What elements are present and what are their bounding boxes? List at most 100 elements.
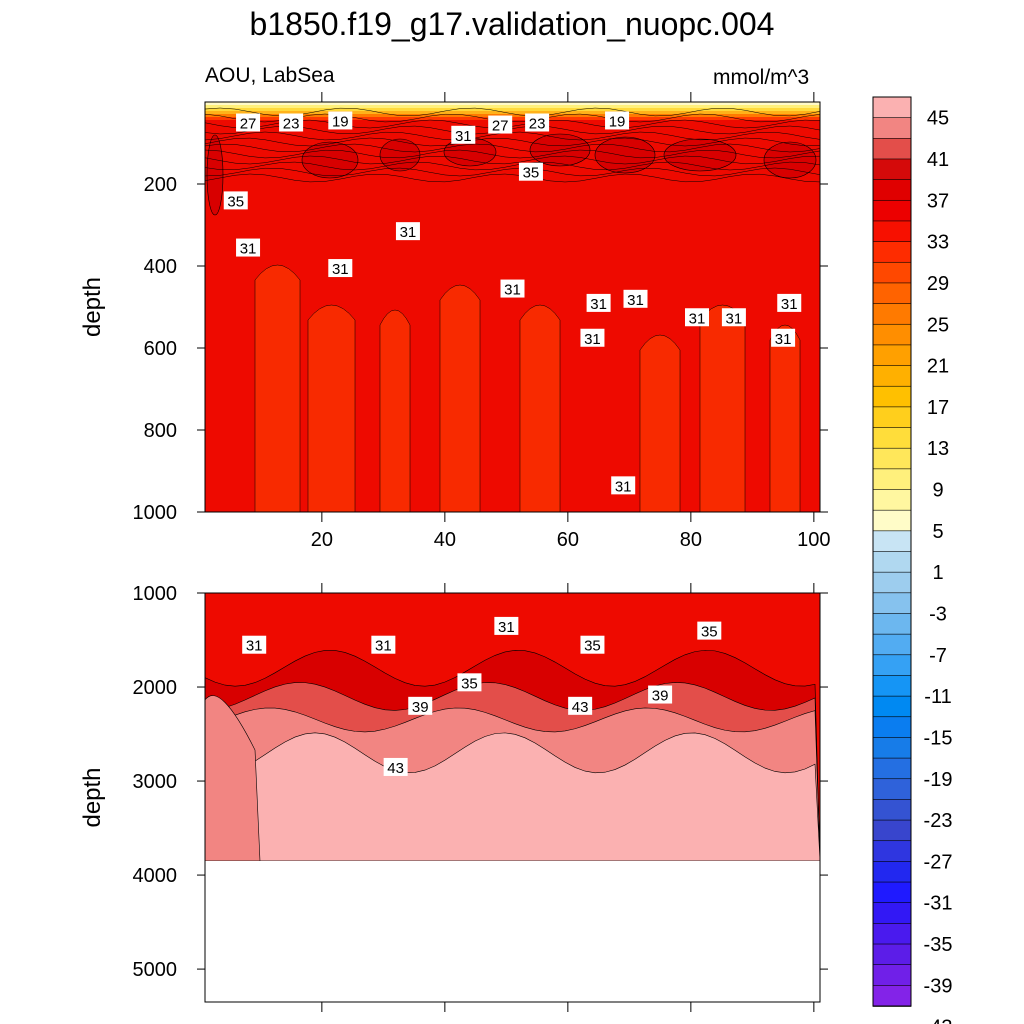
colorbar-swatch — [872, 571, 912, 594]
colorbar-swatch — [872, 757, 912, 780]
colorbar-label: -31 — [924, 893, 953, 915]
contour-label: 23 — [279, 113, 304, 133]
svg-text:31: 31 — [400, 224, 417, 241]
chart-title: b1850.f19_g17.validation_nuopc.004 — [249, 6, 775, 42]
svg-text:43: 43 — [572, 699, 589, 716]
contour-label: 31 — [494, 616, 519, 636]
colorbar-label: 33 — [927, 232, 949, 254]
colorbar-swatch — [872, 840, 912, 863]
colorbar-swatch — [872, 468, 912, 491]
colorbar-label: 25 — [927, 314, 949, 336]
colorbar-swatch — [872, 613, 912, 635]
contour-label: 31 — [611, 476, 636, 495]
colorbar-swatch — [872, 96, 912, 119]
colorbar-swatch — [872, 819, 912, 842]
variable-region-label: AOU, LabSea — [205, 64, 335, 87]
colorbar-label: 5 — [932, 521, 943, 543]
svg-text:31: 31 — [375, 638, 392, 655]
y-tick-label: 1000 — [133, 502, 178, 524]
svg-text:31: 31 — [781, 296, 798, 313]
svg-text:31: 31 — [240, 241, 257, 258]
colorbar-swatch — [872, 261, 912, 284]
svg-text:35: 35 — [584, 638, 601, 655]
contour-label: 31 — [623, 289, 648, 309]
colorbar-swatch — [872, 943, 912, 966]
contour-label: 31 — [500, 279, 525, 299]
svg-text:31: 31 — [455, 128, 472, 145]
colorbar-label: -43 — [924, 1017, 953, 1024]
colorbar-swatch — [872, 117, 912, 140]
colorbar-label: 9 — [932, 480, 943, 502]
colorbar-swatch — [872, 675, 912, 697]
contour-label: 35 — [580, 635, 605, 655]
y-axis-label: depth — [79, 767, 106, 827]
colorbar-swatch — [872, 282, 912, 305]
colorbar-label: -23 — [924, 810, 953, 832]
svg-text:35: 35 — [227, 193, 244, 210]
contour-label: 19 — [328, 111, 353, 130]
x-tick-label: 80 — [680, 529, 702, 551]
contour-label: 39 — [648, 685, 673, 705]
contour-label: 31 — [242, 635, 267, 655]
colorbar-label: -7 — [929, 645, 947, 667]
units-label: mmol/m^3 — [713, 66, 810, 89]
svg-text:35: 35 — [701, 624, 718, 641]
svg-text:35: 35 — [523, 165, 540, 182]
svg-text:31: 31 — [332, 261, 349, 278]
y-tick-label: 3000 — [133, 771, 178, 793]
colorbar-label: 41 — [927, 149, 949, 171]
svg-text:35: 35 — [461, 675, 478, 692]
colorbar-swatch — [872, 158, 912, 181]
svg-text:23: 23 — [529, 116, 546, 133]
colorbar-swatch — [872, 303, 912, 326]
contour-label: 27 — [488, 115, 513, 135]
colorbar-swatch — [872, 406, 912, 429]
colorbar-swatch — [872, 365, 912, 388]
colorbar-swatch — [872, 551, 912, 573]
contour-label: 31 — [685, 308, 709, 327]
colorbar-swatch — [872, 592, 912, 615]
svg-text:39: 39 — [412, 699, 429, 716]
contour-label: 27 — [236, 113, 261, 133]
svg-text:27: 27 — [240, 116, 257, 133]
colorbar-swatch — [872, 241, 912, 264]
colorbar-swatch — [872, 138, 912, 160]
colorbar-swatch — [872, 633, 912, 656]
colorbar-swatch — [872, 385, 912, 408]
svg-text:19: 19 — [609, 113, 626, 130]
y-tick-label: 4000 — [133, 865, 178, 887]
svg-text:31: 31 — [246, 638, 263, 655]
colorbar-label: -19 — [924, 769, 953, 791]
y-tick-label: 600 — [144, 338, 177, 360]
colorbar-swatch — [872, 344, 912, 367]
contour-label: 19 — [605, 111, 630, 130]
colorbar-swatch — [872, 923, 912, 945]
colorbar-swatch — [872, 737, 912, 759]
x-tick-label: 40 — [434, 529, 456, 551]
contour-label: 43 — [383, 757, 408, 777]
svg-text:31: 31 — [584, 331, 601, 348]
x-tick-label: 60 — [557, 529, 579, 551]
colorbar-swatch — [872, 447, 912, 470]
y-tick-label: 5000 — [133, 959, 178, 981]
y-tick-label: 800 — [144, 420, 177, 442]
svg-text:31: 31 — [498, 619, 515, 636]
colorbar-label: 21 — [927, 356, 949, 378]
contour-label: 31 — [395, 222, 420, 241]
colorbar-swatch — [872, 861, 912, 883]
contour-label: 31 — [236, 238, 261, 258]
colorbar-label: 29 — [927, 273, 949, 295]
svg-text:31: 31 — [689, 310, 706, 327]
colorbar-label: 1 — [932, 562, 943, 584]
colorbar-label: -35 — [924, 934, 953, 956]
contour-label: 31 — [371, 635, 396, 655]
svg-text:31: 31 — [627, 292, 644, 309]
contour-label: 31 — [771, 328, 796, 348]
colorbar-swatch — [872, 902, 912, 925]
colorbar-swatch — [872, 427, 912, 450]
colorbar: 45 41 37 33 29 25 21 17 13 9 5 1 -3 -7 -11 -15 -19 -23 -27… — [872, 96, 953, 1024]
contour-label: 35 — [223, 191, 248, 210]
y-tick-label: 1000 — [133, 583, 178, 605]
contour-label: 31 — [580, 328, 605, 348]
